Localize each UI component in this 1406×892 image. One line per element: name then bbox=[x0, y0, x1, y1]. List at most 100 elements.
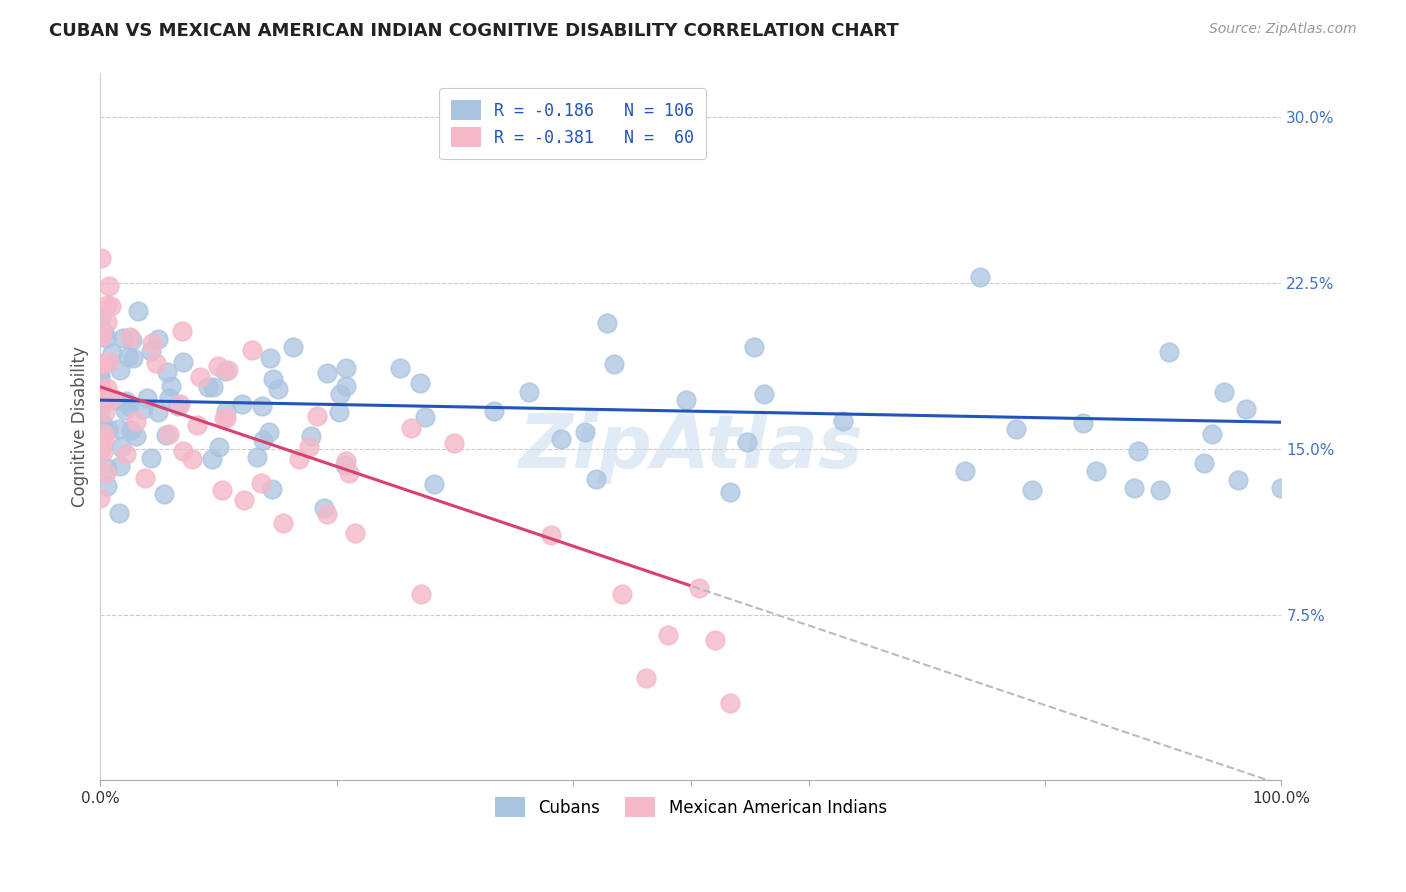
Point bbox=[214, 364, 236, 378]
Point bbox=[217, 363, 239, 377]
Point bbox=[89, 355, 111, 369]
Point bbox=[409, 376, 432, 391]
Point bbox=[335, 379, 357, 393]
Point bbox=[1212, 385, 1234, 400]
Point bbox=[93, 326, 115, 340]
Point bbox=[603, 357, 626, 371]
Point bbox=[90, 324, 112, 338]
Point bbox=[96, 315, 118, 329]
Point bbox=[110, 440, 132, 454]
Point bbox=[141, 344, 163, 359]
Point bbox=[1084, 463, 1107, 477]
Point bbox=[240, 343, 263, 358]
Point bbox=[97, 355, 120, 369]
Point bbox=[657, 628, 679, 642]
Point bbox=[1227, 473, 1250, 487]
Point bbox=[328, 405, 350, 419]
Point bbox=[131, 402, 153, 417]
Point bbox=[314, 500, 336, 515]
Point bbox=[329, 387, 352, 401]
Point bbox=[100, 299, 122, 313]
Point bbox=[91, 329, 114, 343]
Point bbox=[399, 420, 422, 434]
Point bbox=[754, 386, 776, 401]
Point bbox=[96, 331, 118, 345]
Point bbox=[120, 423, 142, 437]
Point bbox=[98, 278, 121, 293]
Point bbox=[112, 331, 135, 345]
Point bbox=[141, 335, 163, 350]
Point bbox=[121, 333, 143, 347]
Point bbox=[517, 385, 540, 400]
Point bbox=[207, 359, 229, 374]
Point bbox=[101, 391, 124, 405]
Point bbox=[90, 437, 112, 451]
Point bbox=[207, 440, 229, 454]
Point bbox=[90, 311, 112, 326]
Point bbox=[574, 425, 596, 439]
Point bbox=[299, 429, 322, 443]
Point bbox=[96, 298, 118, 312]
Point bbox=[125, 413, 148, 427]
Point bbox=[742, 340, 765, 354]
Point bbox=[197, 380, 219, 394]
Point bbox=[339, 466, 361, 480]
Point bbox=[704, 632, 727, 647]
Point bbox=[96, 381, 118, 395]
Point bbox=[735, 434, 758, 449]
Point bbox=[215, 411, 238, 425]
Point bbox=[114, 402, 136, 417]
Point bbox=[96, 466, 118, 480]
Point bbox=[90, 252, 112, 266]
Point bbox=[93, 358, 115, 372]
Y-axis label: Cognitive Disability: Cognitive Disability bbox=[72, 346, 89, 507]
Point bbox=[127, 304, 149, 318]
Point bbox=[167, 399, 190, 413]
Point bbox=[595, 316, 617, 330]
Point bbox=[125, 429, 148, 443]
Point bbox=[333, 458, 356, 473]
Point bbox=[91, 417, 114, 432]
Point bbox=[1157, 345, 1180, 359]
Point bbox=[89, 491, 111, 505]
Point bbox=[169, 397, 191, 411]
Point bbox=[89, 372, 111, 386]
Point bbox=[335, 360, 357, 375]
Text: ZipAtlas: ZipAtlas bbox=[519, 411, 863, 484]
Point bbox=[315, 508, 337, 522]
Point bbox=[104, 392, 127, 407]
Point bbox=[90, 392, 112, 407]
Point bbox=[718, 696, 741, 710]
Point bbox=[90, 413, 112, 427]
Point bbox=[89, 394, 111, 409]
Point bbox=[93, 445, 115, 459]
Point bbox=[260, 482, 283, 496]
Point bbox=[108, 422, 131, 436]
Point bbox=[257, 425, 280, 439]
Point bbox=[315, 367, 337, 381]
Point bbox=[117, 350, 139, 364]
Point bbox=[90, 442, 112, 456]
Point bbox=[250, 475, 273, 490]
Point bbox=[550, 432, 572, 446]
Point bbox=[186, 417, 208, 432]
Point bbox=[89, 414, 111, 428]
Point bbox=[96, 479, 118, 493]
Point bbox=[172, 324, 194, 338]
Point bbox=[1004, 422, 1026, 436]
Point bbox=[114, 447, 136, 461]
Point bbox=[389, 361, 412, 376]
Point bbox=[96, 461, 118, 475]
Point bbox=[93, 432, 115, 446]
Point bbox=[172, 355, 194, 369]
Point bbox=[1192, 456, 1215, 470]
Point bbox=[90, 383, 112, 397]
Text: Source: ZipAtlas.com: Source: ZipAtlas.com bbox=[1209, 22, 1357, 37]
Point bbox=[135, 391, 157, 405]
Point bbox=[610, 587, 633, 601]
Point bbox=[298, 441, 321, 455]
Point bbox=[969, 270, 991, 285]
Point bbox=[259, 351, 281, 365]
Point bbox=[93, 426, 115, 441]
Point bbox=[718, 484, 741, 499]
